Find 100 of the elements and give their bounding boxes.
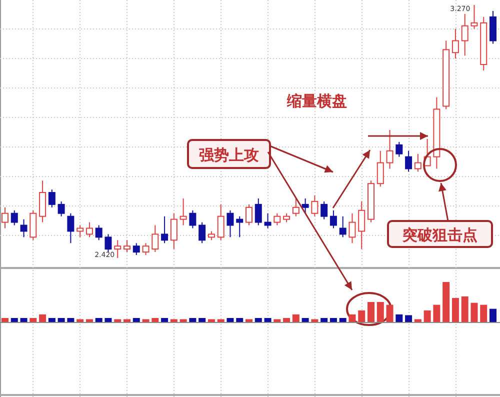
candlestick [396,141,403,158]
bar [58,318,65,322]
bar [330,318,337,322]
bar [161,318,168,322]
candlestick [274,212,281,226]
bar [86,319,93,322]
bar [348,314,356,322]
bar [376,302,384,322]
candlestick [114,240,122,258]
candlestick [124,240,130,253]
candlestick [170,212,178,250]
candlestick [39,180,46,223]
bar [246,319,252,322]
candlestick [2,206,8,229]
candlestick [414,153,422,172]
bar [292,314,300,322]
bar [132,318,140,322]
bar [30,318,37,322]
bar [302,318,309,322]
candlestick [48,189,56,208]
annotation: 突破狙击点 [402,226,478,244]
bar [470,302,478,322]
candlestick [132,242,140,256]
bar [152,318,159,322]
bar [208,319,215,322]
bar [76,319,84,322]
bar [480,304,488,322]
bar [48,318,56,322]
bar [311,319,318,322]
bar [67,318,74,322]
candlestick [198,222,206,244]
candlestick [311,194,318,217]
bar [368,302,374,322]
bar [198,318,206,322]
bar [264,318,272,322]
bar [424,310,431,322]
bar [2,318,8,322]
candlestick [152,224,159,253]
candlestick [386,130,394,170]
bar [461,296,468,322]
candlestick [236,216,244,238]
bar [339,318,346,322]
candlestick [470,4,478,30]
bar [405,315,412,322]
candlestick [95,224,102,241]
candlestick [67,212,74,244]
annotation: 缩量横盘 [286,92,347,110]
bar [442,282,450,322]
candlestick [339,216,346,238]
candlestick [20,218,28,238]
candlestick [405,150,412,172]
candlestick [246,204,252,226]
candlestick [76,224,84,238]
bar [254,318,262,322]
bar [386,304,394,322]
bar [124,319,130,322]
candlestick [58,200,65,217]
bar [114,319,122,322]
bar [104,318,112,322]
candlestick [86,222,93,238]
bar [217,319,224,322]
candlestick [376,150,384,188]
bar [274,319,281,322]
bar [236,318,244,322]
bar [452,298,459,322]
candlestick [264,212,272,229]
candlestick [161,216,168,244]
bar [20,318,28,322]
candlestick [358,200,366,250]
annotation: 强势上攻 [199,146,259,164]
candlestick [142,242,150,256]
bar [180,319,187,322]
bar [358,310,366,322]
candlestick [254,198,262,226]
candlestick [292,198,300,217]
candlestick [10,210,18,226]
bar [490,308,496,322]
candlestick [320,200,328,220]
candlestick [217,204,224,241]
bar [39,314,46,322]
candlestick [30,210,37,241]
bar [414,319,422,322]
candlestick [461,13,468,56]
candlestick [490,10,496,44]
candlestick [226,210,234,238]
bar [170,319,178,322]
bar [320,318,328,322]
bar [10,318,18,322]
candlestick [180,198,187,226]
bar [142,319,150,322]
candlestick [330,210,337,229]
candlestick [348,212,356,244]
candlestick [104,234,112,253]
bar [226,318,234,322]
candlestick [189,210,196,229]
bar [433,304,440,322]
candlestick [452,28,459,60]
bar [283,318,290,322]
candlestick [302,198,309,214]
bar [189,318,196,322]
